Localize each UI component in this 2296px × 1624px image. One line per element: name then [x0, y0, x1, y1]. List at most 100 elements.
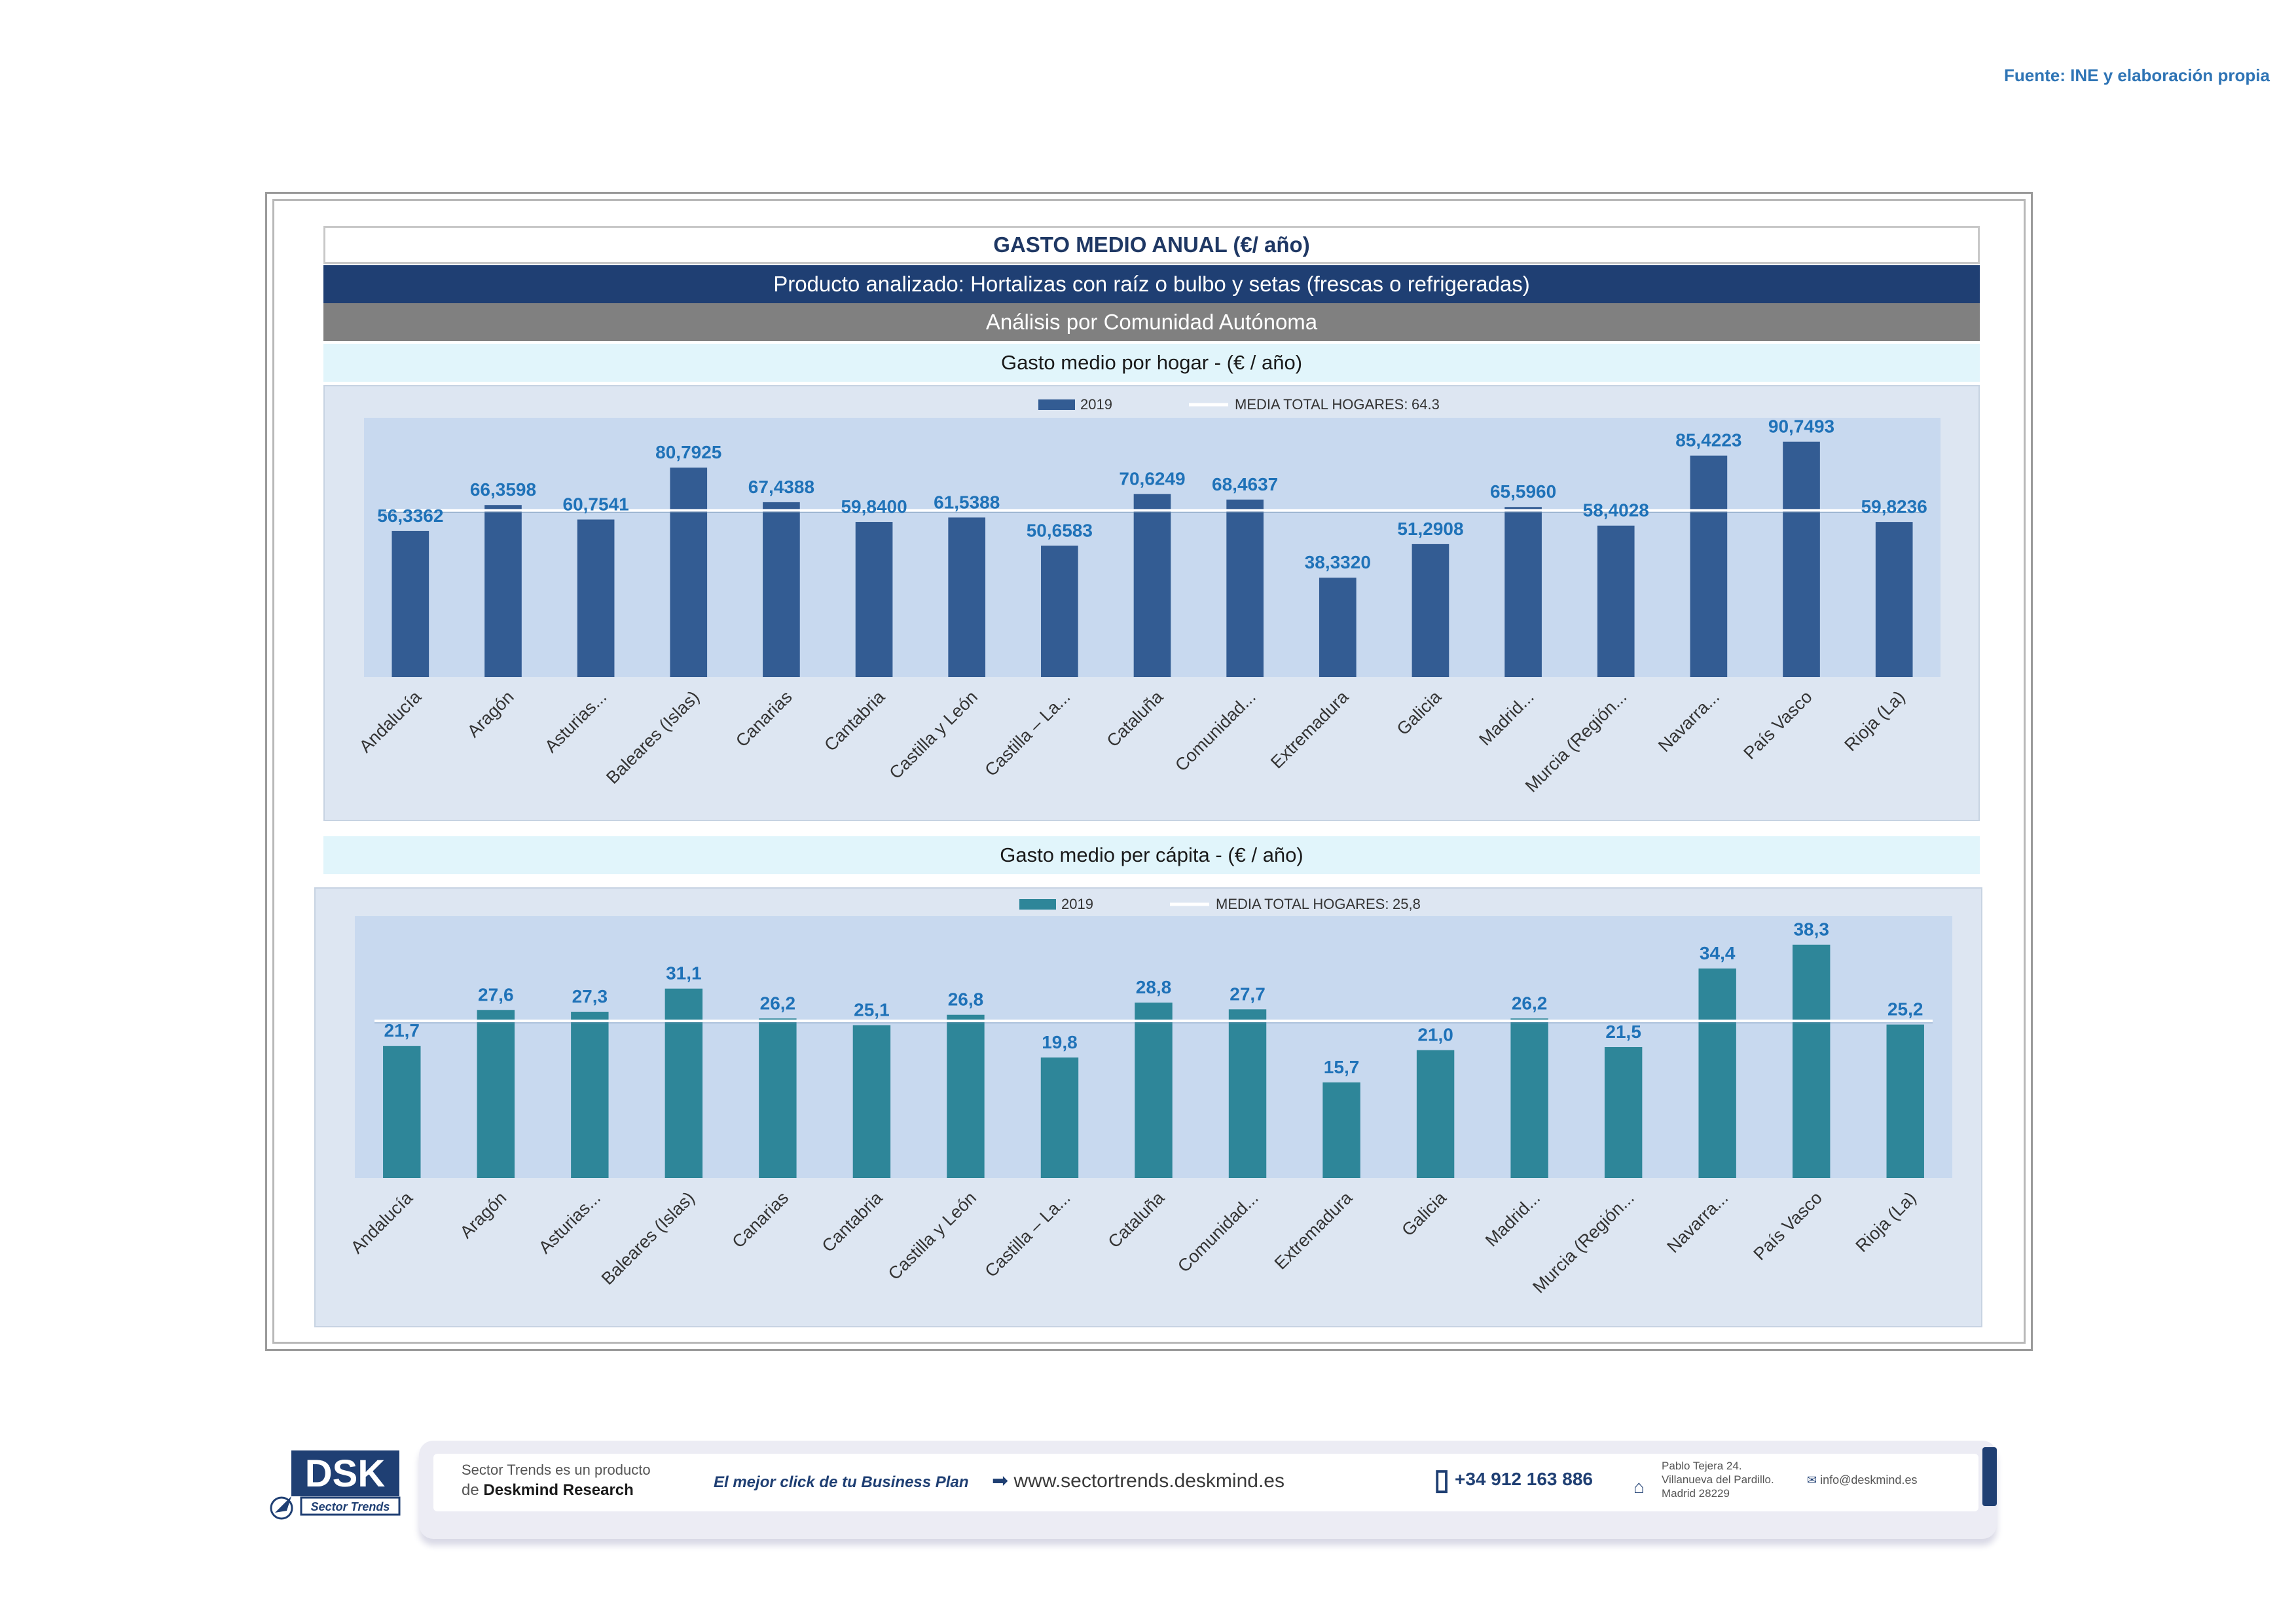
- footer-phone[interactable]: +34 912 163 886: [1455, 1469, 1593, 1489]
- category-label-17: Rioja (La): [1840, 687, 1908, 755]
- bar-3: [577, 519, 615, 677]
- footer-email[interactable]: info@deskmind.es: [1820, 1473, 1918, 1486]
- report-frame: [265, 192, 2033, 1351]
- bar-2: [484, 505, 522, 677]
- category-label-1: Andalucía: [355, 686, 426, 756]
- address-line1: Pablo Tejera 24.: [1662, 1460, 1742, 1472]
- bar-11: [1319, 578, 1357, 677]
- legend-mean-value: 25,8: [1393, 896, 1421, 912]
- data-label-8: 50,6583: [1027, 520, 1093, 540]
- category-label-10: Comunidad...: [1174, 1188, 1262, 1276]
- data-label-17: 59,8236: [1861, 496, 1927, 517]
- data-label-5: 67,4388: [748, 477, 814, 497]
- bar-8: [1040, 1057, 1079, 1178]
- bar-2: [477, 1010, 515, 1178]
- logo-text: DSK: [305, 1452, 386, 1495]
- bar-7: [948, 517, 986, 677]
- data-label-8: 19,8: [1042, 1032, 1078, 1052]
- category-label-11: Extremadura: [1267, 686, 1353, 772]
- data-label-4: 80,7925: [655, 442, 721, 462]
- chart2-title: Gasto medio per cápita - (€ / año): [323, 836, 1980, 874]
- category-label-12: Galicia: [1393, 686, 1446, 739]
- category-label-9: Cataluña: [1103, 686, 1167, 750]
- bar-5: [763, 502, 800, 677]
- category-label-3: Asturias...: [541, 687, 610, 756]
- per-capita-spending-chart: 2019 MEDIA TOTAL HOGARES: 25,8 21,7 27,6 27,3…: [347, 896, 1952, 1297]
- category-label-7: Castilla y León: [884, 1188, 980, 1283]
- data-label-10: 27,7: [1230, 984, 1266, 1004]
- source-note: Fuente: INE y elaboración propia: [2004, 65, 2270, 85]
- bar-6: [852, 1025, 891, 1178]
- legend-series-label: 2019: [1061, 896, 1093, 912]
- bar-13: [1510, 1018, 1548, 1178]
- product-banner: Producto analizado: Hortalizas con raíz …: [323, 265, 1980, 303]
- data-label-10: 68,4637: [1212, 474, 1278, 494]
- bar-15: [1698, 969, 1736, 1178]
- bar-14: [1597, 525, 1635, 677]
- category-label-17: Rioja (La): [1852, 1188, 1920, 1256]
- data-label-1: 56,3362: [377, 506, 443, 526]
- data-label-6: 25,1: [854, 1000, 890, 1020]
- category-label-13: Madrid...: [1475, 687, 1537, 749]
- data-label-3: 27,3: [572, 986, 608, 1006]
- bar-1: [392, 530, 429, 677]
- data-label-12: 21,0: [1417, 1025, 1453, 1045]
- footer-website[interactable]: www.sectortrends.deskmind.es: [1013, 1470, 1285, 1492]
- bar-13: [1504, 507, 1542, 677]
- bar-10: [1226, 499, 1264, 677]
- data-label-2: 66,3598: [470, 479, 536, 500]
- bar-3: [571, 1012, 609, 1178]
- bar-6: [855, 522, 893, 677]
- bar-17: [1886, 1024, 1924, 1178]
- chart2-container: 2019 MEDIA TOTAL HOGARES: 25,8 21,7 27,6 27,3…: [314, 887, 1982, 1327]
- category-label-1: Andalucía: [347, 1187, 417, 1257]
- category-label-6: Cantabria: [820, 686, 889, 755]
- footer-product-prefix: de: [462, 1481, 479, 1499]
- legend-mean-label: MEDIA TOTAL HOGARES:: [1216, 896, 1389, 912]
- category-label-12: Galicia: [1398, 1187, 1450, 1240]
- bar-16: [1793, 944, 1831, 1178]
- data-label-16: 38,3: [1793, 919, 1829, 940]
- data-label-14: 21,5: [1605, 1022, 1641, 1042]
- data-label-2: 27,6: [478, 984, 514, 1005]
- legend-mean-value: 64.3: [1412, 396, 1440, 413]
- data-label-15: 85,4223: [1675, 430, 1741, 451]
- bars: [383, 944, 1924, 1178]
- footer-product-line1: Sector Trends es un producto: [462, 1462, 651, 1478]
- website-icon: ➡: [992, 1470, 1009, 1492]
- analysis-banner: Análisis por Comunidad Autónoma: [323, 303, 1980, 341]
- category-label-3: Asturias...: [535, 1188, 604, 1257]
- bar-4: [670, 468, 708, 677]
- category-label-9: Cataluña: [1104, 1187, 1169, 1251]
- category-label-15: Navarra...: [1654, 687, 1723, 756]
- bar-15: [1690, 455, 1728, 677]
- category-label-8: Castilla – La...: [981, 687, 1074, 780]
- category-label-8: Castilla – La...: [981, 1188, 1074, 1281]
- category-label-7: Castilla y León: [886, 687, 981, 783]
- bar-10: [1228, 1009, 1267, 1178]
- data-label-13: 65,5960: [1490, 481, 1556, 502]
- footer-bar: Sector Trends es un producto de Deskmind…: [419, 1441, 1997, 1539]
- legend-mean-label: MEDIA TOTAL HOGARES:: [1235, 396, 1408, 413]
- phone-icon: ▯: [1434, 1464, 1450, 1496]
- data-label-1: 21,7: [384, 1020, 420, 1041]
- bar-5: [759, 1018, 797, 1178]
- data-label-11: 15,7: [1324, 1057, 1360, 1077]
- bar-7: [947, 1014, 985, 1178]
- bar-16: [1783, 441, 1820, 677]
- category-label-2: Aragón: [464, 687, 518, 741]
- dsk-logo: DSK Sector Trends: [265, 1450, 403, 1522]
- category-label-4: Baleares (Islas): [602, 687, 703, 788]
- bar-9: [1135, 1003, 1173, 1178]
- bar-17: [1875, 522, 1913, 677]
- report-title: GASTO MEDIO ANUAL (€/ año): [323, 226, 1980, 264]
- bar-11: [1322, 1082, 1360, 1178]
- legend-swatch-series: [1019, 899, 1056, 910]
- bar-9: [1133, 494, 1171, 677]
- bar-8: [1041, 545, 1078, 677]
- bar-4: [665, 988, 703, 1178]
- category-label-5: Canarias: [732, 687, 796, 751]
- bar-1: [383, 1046, 421, 1178]
- category-label-6: Cantabria: [818, 1187, 887, 1256]
- category-label-14: Murcia (Región...: [1529, 1188, 1638, 1297]
